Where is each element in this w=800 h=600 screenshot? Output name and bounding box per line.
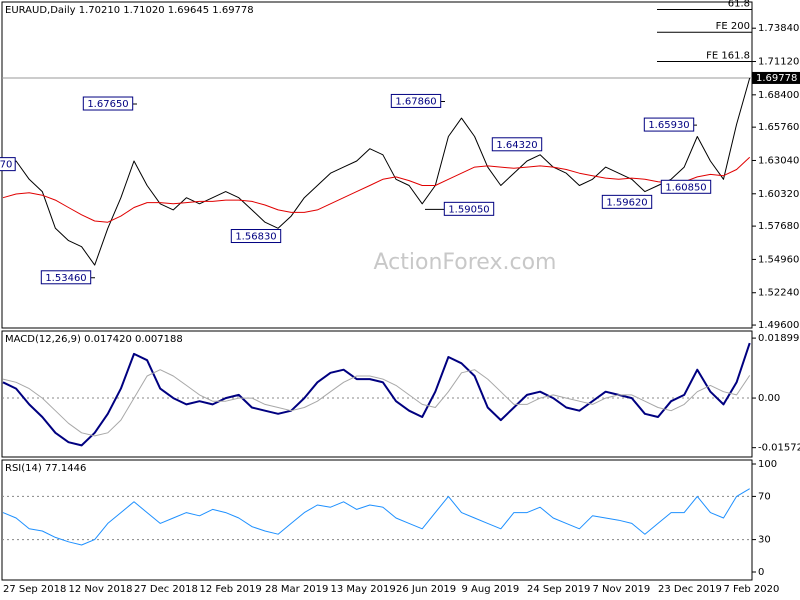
x-tick-label: 27 Dec 2018 bbox=[134, 584, 198, 595]
y-tick-label: 1.52240 bbox=[758, 288, 799, 299]
x-tick-label: 13 May 2019 bbox=[331, 584, 396, 595]
annotation-box bbox=[660, 179, 712, 194]
x-tick-label: 28 Mar 2019 bbox=[265, 584, 328, 595]
x-tick-label: 24 Sep 2019 bbox=[527, 584, 590, 595]
y-tick-label: 1.54960 bbox=[758, 254, 799, 265]
y-tick-label: 0.00 bbox=[758, 393, 780, 404]
y-tick-label: 0.018999 bbox=[758, 333, 800, 344]
y-tick-label: 1.57680 bbox=[758, 221, 799, 232]
annotation-box bbox=[491, 137, 543, 152]
current-price-label: 1.69778 bbox=[756, 73, 797, 84]
level-label: FE 200 bbox=[716, 21, 750, 32]
y-tick-label: 30 bbox=[758, 535, 771, 546]
title-bg bbox=[3, 332, 189, 344]
annotation-label: 70 bbox=[0, 160, 12, 171]
annotation-label: 1.56830 bbox=[235, 232, 276, 243]
annotation-label: 1.67860 bbox=[395, 96, 436, 107]
annotation-label: 1.64320 bbox=[496, 140, 537, 151]
panel bbox=[1, 330, 753, 458]
panel bbox=[1, 459, 753, 581]
level-label: 61.8 bbox=[728, 0, 750, 9]
y-tick-label: 1.49600 bbox=[758, 320, 799, 331]
x-tick-label: 12 Feb 2019 bbox=[200, 584, 262, 595]
annotation-label: 1.67650 bbox=[87, 99, 128, 110]
x-tick-label: 7 Feb 2020 bbox=[724, 584, 780, 595]
x-tick-label: 27 Sep 2018 bbox=[3, 584, 66, 595]
y-tick-label: 1.71120 bbox=[758, 57, 799, 68]
panel-title: RSI(14) 77.1446 bbox=[5, 463, 86, 474]
annotation-label: 1.59620 bbox=[606, 197, 647, 208]
series-line bbox=[2, 488, 750, 546]
y-tick-label: 1.63040 bbox=[758, 155, 799, 166]
annotation-box bbox=[601, 194, 653, 209]
level-label: FE 161.8 bbox=[706, 51, 750, 62]
x-tick-label: 12 Nov 2018 bbox=[69, 584, 133, 595]
annotation-box bbox=[0, 157, 16, 172]
annotation-label: 1.53460 bbox=[45, 273, 86, 284]
annotation-box bbox=[230, 229, 282, 244]
y-tick-label: 1.65760 bbox=[758, 122, 799, 133]
x-tick-label: 23 Dec 2019 bbox=[658, 584, 722, 595]
title-bg bbox=[3, 3, 273, 15]
annotation-box bbox=[40, 270, 92, 285]
series-line bbox=[2, 156, 751, 223]
x-tick-label: 26 Jun 2019 bbox=[396, 584, 456, 595]
annotation-label: 1.65930 bbox=[648, 120, 689, 131]
y-tick-label: 100 bbox=[758, 459, 777, 470]
panel-title: MACD(12,26,9) 0.017420 0.007188 bbox=[5, 334, 183, 345]
series-line bbox=[2, 77, 751, 266]
annotation-box bbox=[443, 201, 495, 216]
y-tick-label: 1.68400 bbox=[758, 90, 799, 101]
series-line bbox=[2, 369, 751, 437]
annotation-box bbox=[390, 93, 442, 108]
annotation-box bbox=[82, 96, 134, 111]
annotation-box bbox=[643, 117, 695, 132]
annotation-label: 1.59050 bbox=[448, 204, 489, 215]
y-tick-label: 1.60320 bbox=[758, 189, 799, 200]
panel-title: EURAUD,Daily 1.70210 1.71020 1.69645 1.6… bbox=[5, 5, 254, 16]
y-tick-label: 1.73840 bbox=[758, 23, 799, 34]
title-bg bbox=[3, 461, 93, 473]
current-price-box bbox=[752, 71, 800, 84]
annotation-label: 1.60850 bbox=[665, 182, 706, 193]
y-tick-label: 0 bbox=[758, 567, 764, 578]
y-tick-label: 70 bbox=[758, 491, 771, 502]
series-line bbox=[2, 342, 751, 447]
x-tick-label: 9 Aug 2019 bbox=[462, 584, 520, 595]
x-tick-label: 7 Nov 2019 bbox=[593, 584, 651, 595]
watermark: ActionForex.com bbox=[374, 250, 557, 275]
y-tick-label: -0.015723 bbox=[758, 443, 800, 454]
panel bbox=[1, 1, 753, 329]
